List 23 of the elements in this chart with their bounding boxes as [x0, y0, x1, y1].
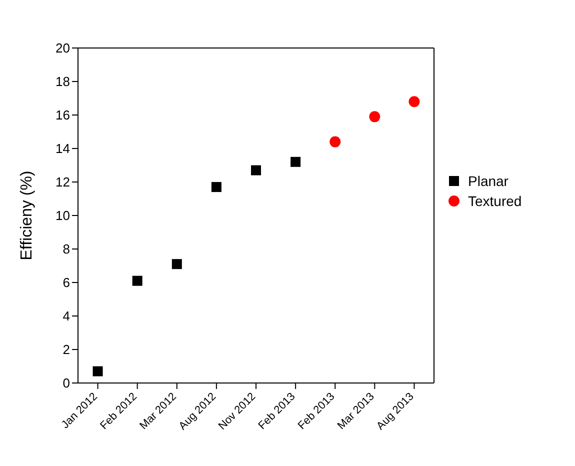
y-tick-label: 18 [56, 74, 70, 90]
y-tick-label: 12 [56, 174, 70, 190]
y-tick-label: 6 [62, 275, 70, 290]
y-tick-label: 14 [56, 141, 70, 156]
point [132, 276, 142, 286]
y-tick-label: 20 [56, 40, 70, 56]
legend-label: Textured [468, 193, 522, 209]
point [408, 96, 420, 108]
legend-label: Planar [468, 173, 508, 189]
y-tick-label: 16 [56, 108, 70, 123]
point [290, 156, 301, 167]
y-tick-label: 0 [62, 376, 70, 391]
y-tick-label: 10 [56, 208, 70, 224]
y-tick-label: 2 [62, 342, 70, 358]
point [330, 136, 341, 148]
y-axis-title: Efficieny (%) [18, 170, 36, 260]
point [369, 111, 380, 122]
point [172, 259, 182, 270]
y-tick-label: 8 [62, 242, 70, 257]
point [251, 165, 261, 176]
point [211, 182, 222, 192]
point [92, 366, 103, 376]
y-tick-label: 4 [62, 308, 70, 324]
